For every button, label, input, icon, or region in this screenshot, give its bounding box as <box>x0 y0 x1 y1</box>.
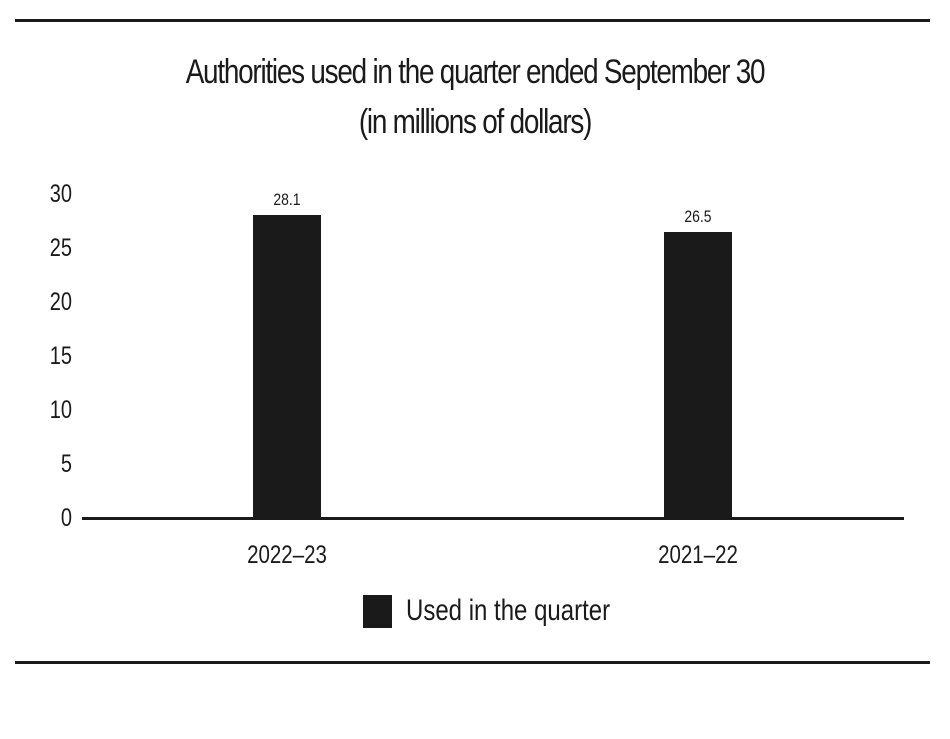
y-tick-10: 10 <box>49 396 72 424</box>
legend-label: Used in the quarter <box>406 594 611 627</box>
y-tick-0: 0 <box>60 504 72 532</box>
y-tick-25: 25 <box>49 234 72 262</box>
y-tick-5: 5 <box>60 450 72 478</box>
legend: Used in the quarter <box>363 594 661 628</box>
chart-title: Authorities used in the quarter ended Se… <box>185 53 766 91</box>
bar-value-label: 26.5 <box>684 206 712 226</box>
y-tick-30: 30 <box>49 180 72 208</box>
bar-2022-23 <box>253 214 321 518</box>
bar-value-label: 28.1 <box>273 189 301 209</box>
x-tick-2022-23: 2022–23 <box>247 541 327 569</box>
top-rule <box>15 19 930 22</box>
x-axis-line <box>82 517 904 520</box>
y-tick-20: 20 <box>49 288 72 316</box>
y-tick-15: 15 <box>49 342 72 370</box>
x-tick-2021-22: 2021–22 <box>658 541 738 569</box>
bottom-rule <box>15 661 930 664</box>
bar-2021-22 <box>664 231 732 518</box>
chart-subtitle: (in millions of dollars) <box>358 103 593 141</box>
legend-swatch-icon <box>363 594 392 628</box>
